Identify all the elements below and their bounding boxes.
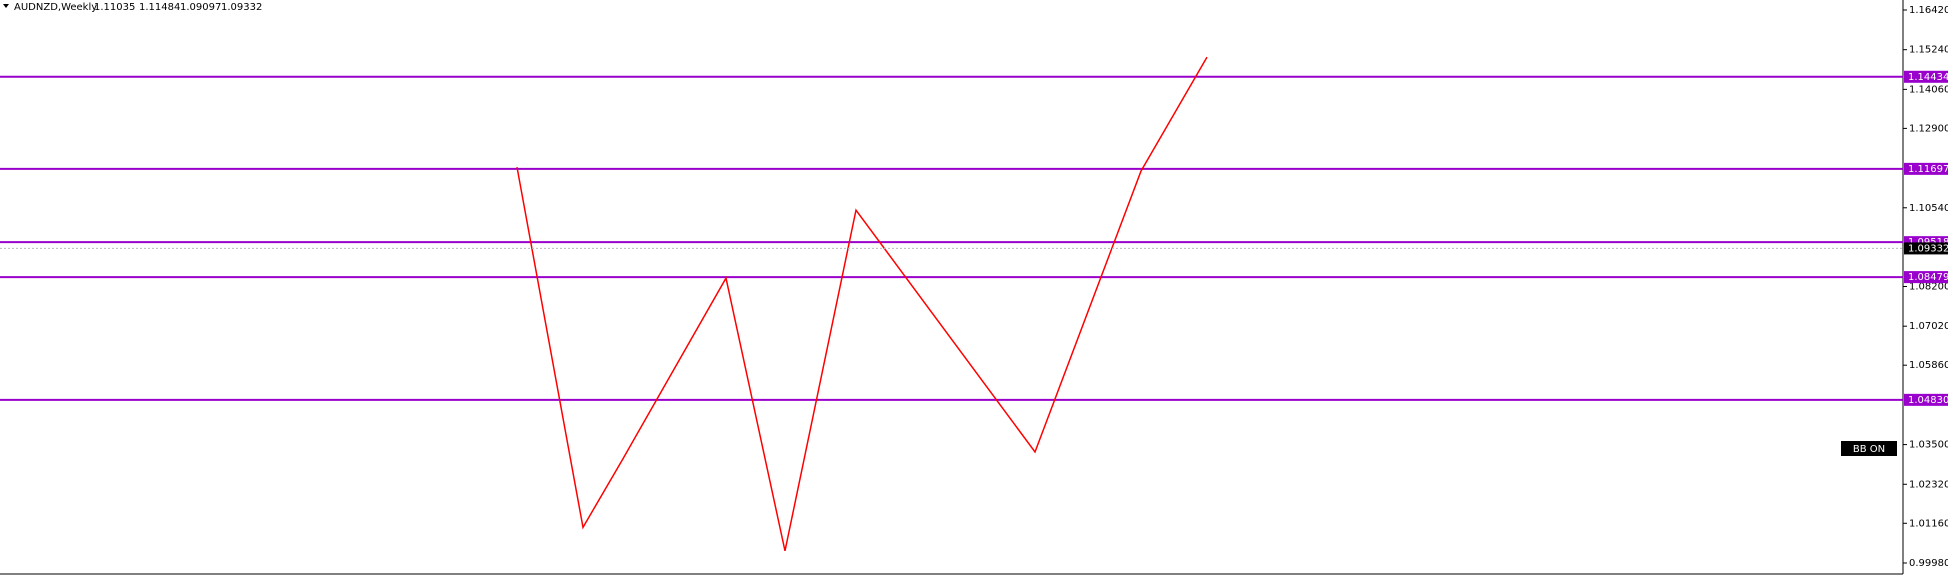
y-tick-label: 1.02320 bbox=[1909, 479, 1948, 490]
low-price: 1.09097 bbox=[180, 2, 221, 13]
level-label-bg bbox=[1904, 271, 1948, 284]
y-tick-label: 1.14060 bbox=[1909, 84, 1948, 95]
level-label: 1.04830 bbox=[1908, 395, 1948, 406]
y-tick-label: 1.15240 bbox=[1909, 45, 1948, 56]
level-label: 1.08479 bbox=[1908, 272, 1948, 283]
level-label: 1.14434 bbox=[1908, 72, 1948, 83]
y-tick-label: 1.08200 bbox=[1909, 281, 1948, 292]
y-tick-label: 1.01160 bbox=[1909, 518, 1948, 529]
level-label: 1.11697 bbox=[1908, 164, 1948, 175]
y-tick-label: 1.12900 bbox=[1909, 123, 1948, 134]
level-label-bg bbox=[1904, 393, 1948, 406]
symbol-label: AUDNZD,Weekly bbox=[14, 2, 97, 13]
open-price: 1.11035 bbox=[94, 2, 135, 13]
close-price: 1.09332 bbox=[221, 2, 262, 13]
indicator-label: BB ON bbox=[1853, 444, 1885, 455]
level-label-bg bbox=[1904, 70, 1948, 83]
current-price-label: 1.09332 bbox=[1908, 243, 1948, 254]
y-tick-label: 1.10540 bbox=[1909, 203, 1948, 214]
menu-arrow[interactable] bbox=[3, 4, 9, 8]
zigzag-line bbox=[516, 56, 1208, 552]
y-tick-label: 1.16420 bbox=[1909, 5, 1948, 16]
y-tick-label: 1.07020 bbox=[1909, 321, 1948, 332]
indicator-badge bbox=[1841, 441, 1897, 456]
current-price-bg bbox=[1904, 242, 1948, 255]
y-tick-label: 0.99980 bbox=[1909, 558, 1948, 569]
y-tick-label: 1.03500 bbox=[1909, 440, 1948, 451]
high-price: 1.11484 bbox=[139, 2, 180, 13]
level-label-bg bbox=[1904, 162, 1948, 175]
y-tick-label: 1.05860 bbox=[1909, 360, 1948, 371]
